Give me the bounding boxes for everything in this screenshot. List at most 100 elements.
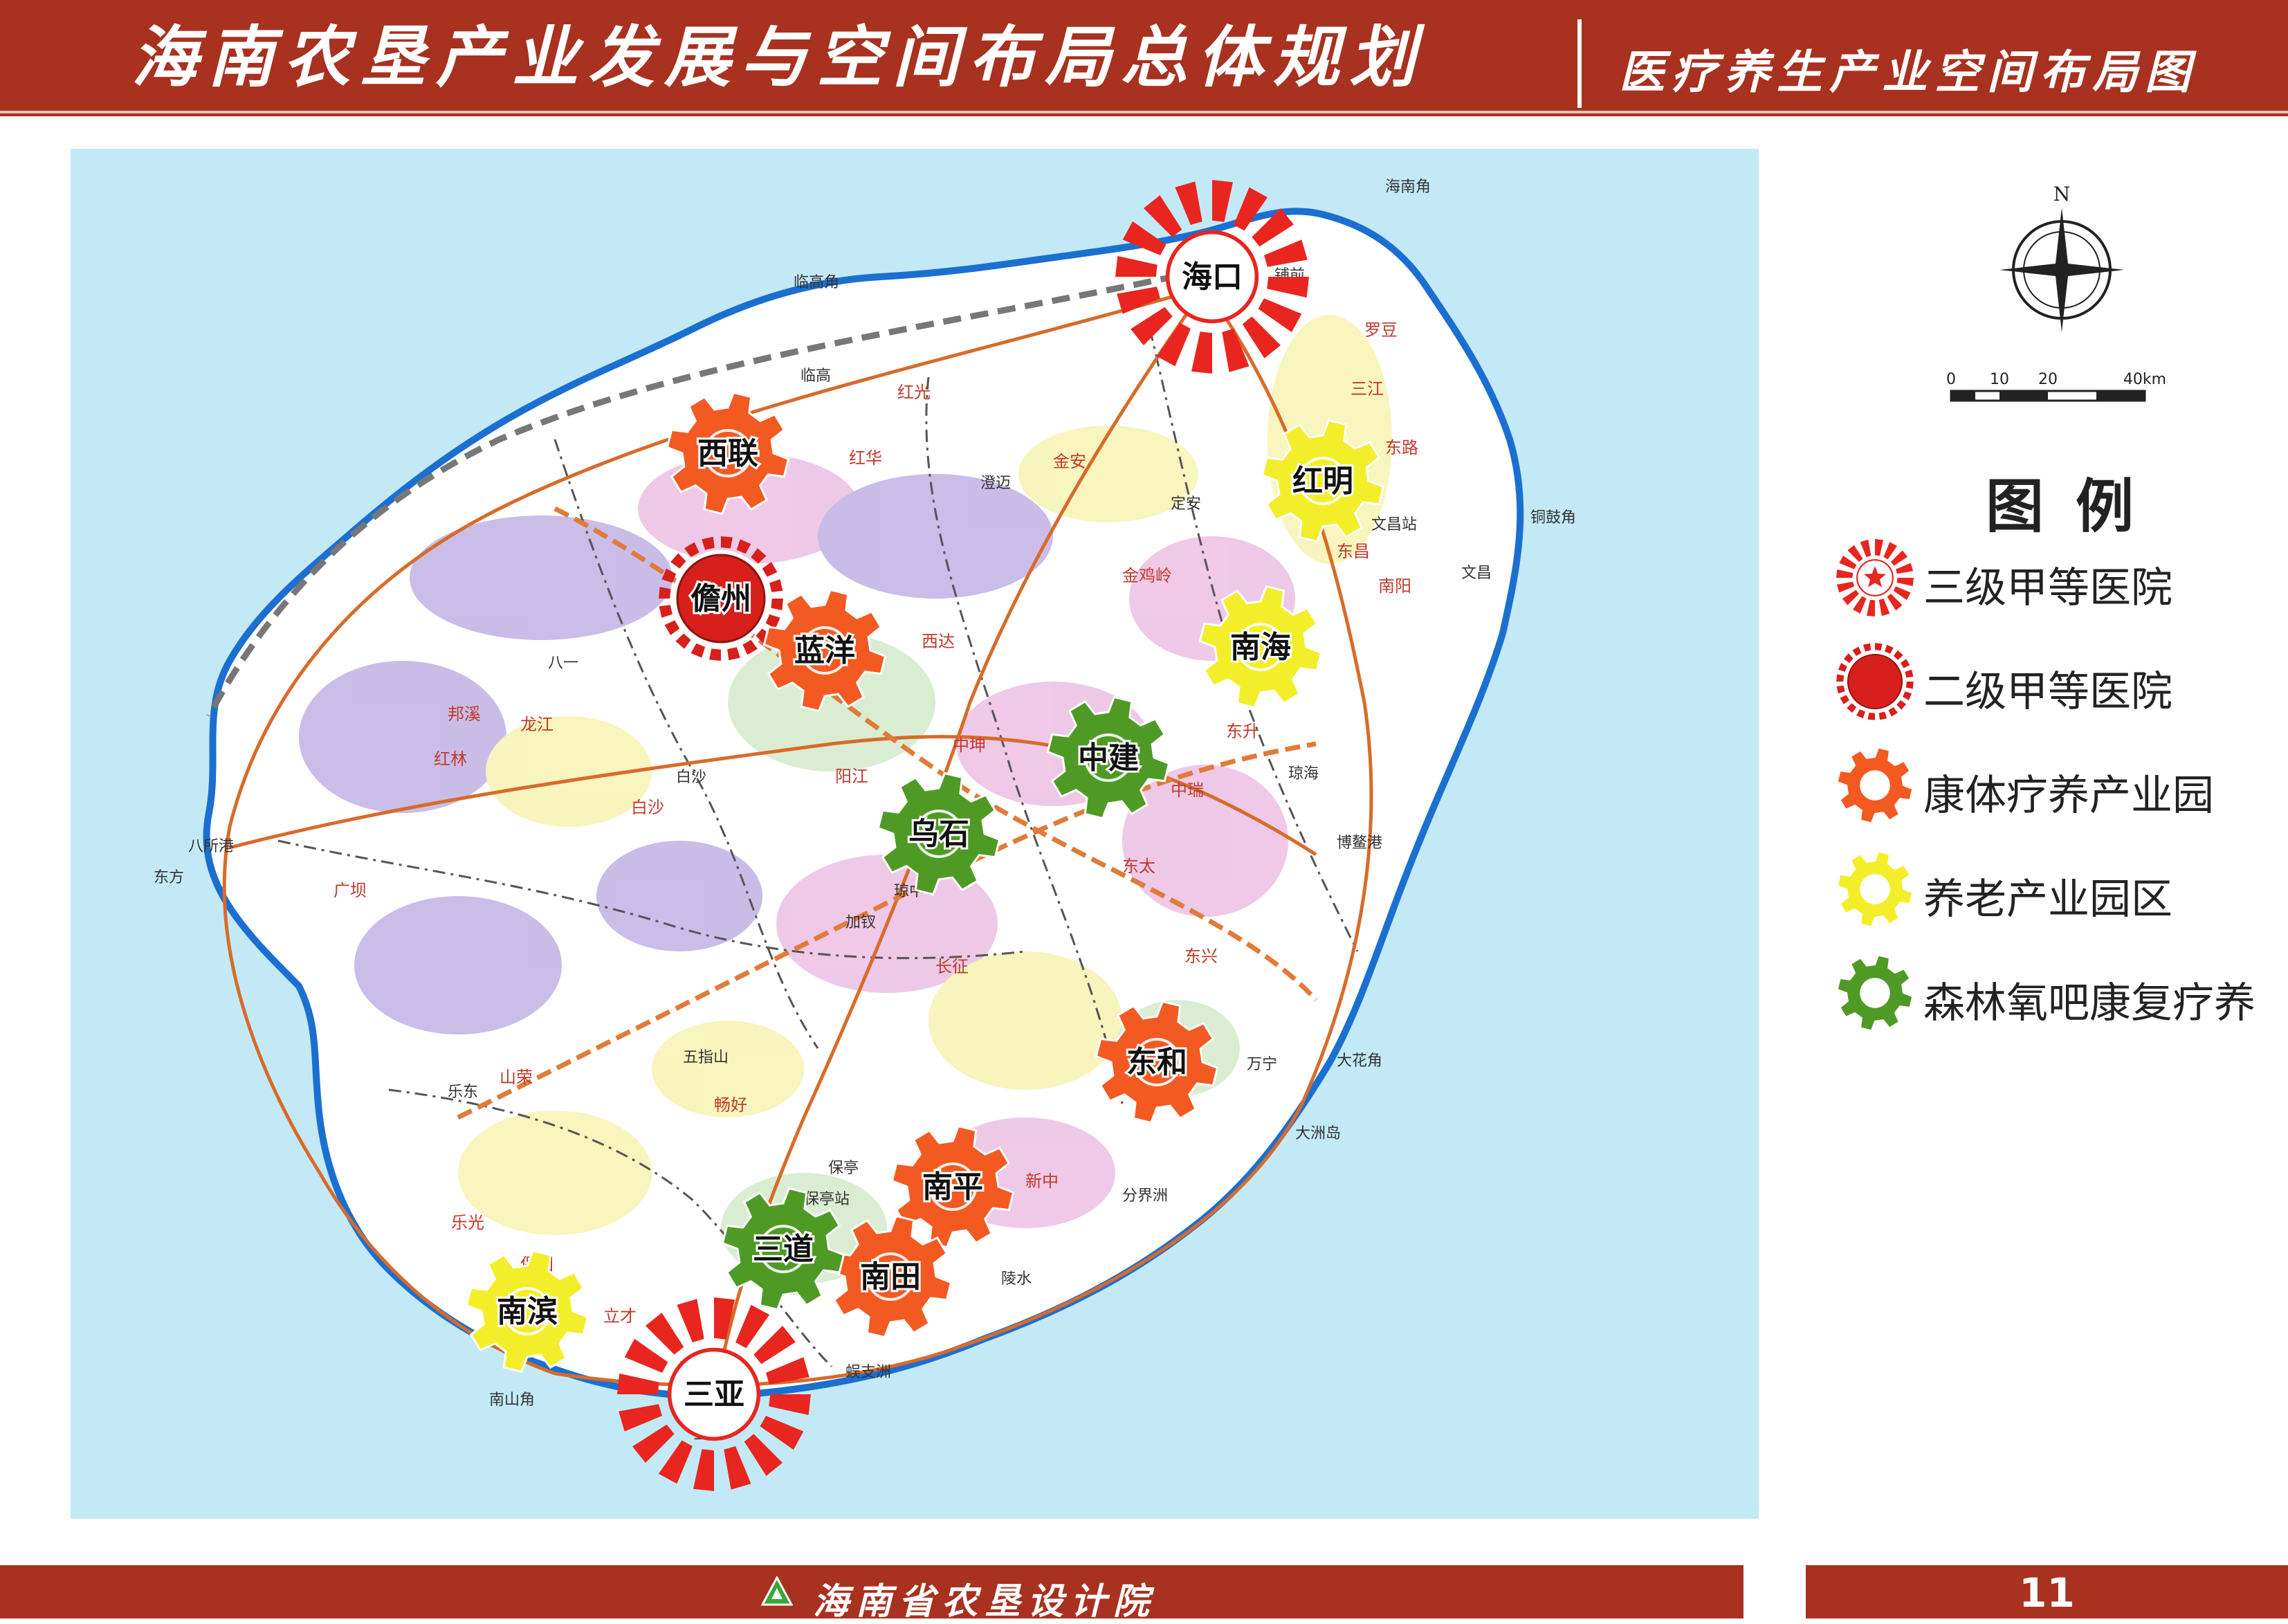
svg-text:金鸡岭: 金鸡岭 xyxy=(1122,566,1172,585)
header-divider xyxy=(1577,19,1582,108)
svg-text:保亭站: 保亭站 xyxy=(804,1191,850,1208)
gear-icon xyxy=(1198,585,1323,709)
svg-text:广坝: 广坝 xyxy=(333,881,367,900)
node-marker-sanya[interactable]: 三亚 xyxy=(617,1297,811,1491)
compass-rose-icon: N xyxy=(1999,183,2124,332)
node-marker-xilian[interactable]: 西联 xyxy=(666,391,790,516)
svg-text:东方: 东方 xyxy=(154,869,184,886)
page-title: 海南农垦产业发展与空间布局总体规划 xyxy=(131,18,1425,96)
north-label: N xyxy=(2053,183,2071,206)
gear-icon xyxy=(877,772,1001,896)
svg-text:40km: 40km xyxy=(2123,371,2166,388)
town-labels-red: 红光 红华 金安 罗豆 三江 东路 东昌 南阳 金鸡岭 西达 中坤 中瑞 东升 … xyxy=(333,320,1418,1378)
gear-icon xyxy=(1836,747,1914,824)
svg-text:金安: 金安 xyxy=(1053,452,1086,471)
svg-text:龙江: 龙江 xyxy=(520,715,553,734)
svg-text:蜈支洲: 蜈支洲 xyxy=(845,1364,891,1381)
institute-logo-icon xyxy=(761,1576,793,1606)
hospital-circle-icon xyxy=(659,536,783,661)
svg-text:临高角: 临高角 xyxy=(794,274,839,291)
node-label-wushi: 乌石 xyxy=(908,816,969,852)
svg-text:万宁: 万宁 xyxy=(1247,1056,1277,1073)
map-accessories: N 0 10 20 40km xyxy=(1946,183,2166,402)
svg-text:琼海: 琼海 xyxy=(1288,765,1319,783)
svg-text:东昌: 东昌 xyxy=(1337,542,1370,561)
node-label-sanya: 三亚 xyxy=(684,1377,744,1412)
svg-text:中坤: 中坤 xyxy=(953,736,986,755)
scale-bar: 0 10 20 40km xyxy=(1946,371,2166,402)
node-marker-nanping[interactable]: 南平 xyxy=(890,1124,1015,1249)
svg-text:五指山: 五指山 xyxy=(683,1049,729,1066)
node-label-donghe: 东和 xyxy=(1126,1045,1187,1080)
gear-icon xyxy=(666,391,790,516)
legend-item-elder: 养老产业园区 xyxy=(1833,848,2276,931)
svg-text:畅好: 畅好 xyxy=(714,1095,747,1115)
node-marker-nantian[interactable]: 南田 xyxy=(828,1214,953,1339)
svg-text:陵水: 陵水 xyxy=(1001,1270,1032,1288)
gear-icon xyxy=(1046,695,1171,820)
node-marker-lanyang[interactable]: 蓝洋 xyxy=(762,588,887,713)
node-label-haikou: 海口 xyxy=(1182,259,1243,295)
node-marker-nanbin[interactable]: 南滨 xyxy=(465,1249,589,1374)
gear-icon xyxy=(1095,1000,1219,1124)
node-label-nanping: 南平 xyxy=(922,1169,983,1205)
svg-text:东升: 东升 xyxy=(1226,722,1259,741)
svg-text:罗豆: 罗豆 xyxy=(1364,320,1398,340)
svg-text:0: 0 xyxy=(1946,371,1956,388)
svg-text:铜鼓角: 铜鼓角 xyxy=(1530,509,1576,527)
footer-band: 海南省农垦设计院 xyxy=(0,1565,1744,1623)
legend-item-rehab: 康体疗养产业园 xyxy=(1833,744,2276,827)
node-label-hongming: 红明 xyxy=(1292,464,1353,499)
node-label-nantian: 南田 xyxy=(860,1259,921,1295)
node-marker-donghe[interactable]: 东和 xyxy=(1095,1000,1219,1124)
legend-panel: N 0 10 20 40km 图例 三级甲等医院 二级甲等医院 康体疗养产业园 … xyxy=(1799,149,2276,1290)
legend-item-class2: 二级甲等医院 xyxy=(1833,640,2276,723)
node-label-lanyang: 蓝洋 xyxy=(794,633,855,668)
node-marker-danzhou[interactable]: 儋州 xyxy=(659,536,783,661)
svg-text:澄迈: 澄迈 xyxy=(980,475,1011,492)
node-marker-haikou[interactable]: 海口 xyxy=(1115,180,1309,374)
node-marker-wushi[interactable]: 乌石 xyxy=(877,772,1001,896)
svg-text:博鳌港: 博鳌港 xyxy=(1337,834,1382,852)
node-marker-zhongjian[interactable]: 中建 xyxy=(1046,695,1171,820)
svg-text:大洲岛: 大洲岛 xyxy=(1295,1125,1341,1142)
svg-text:临高: 临高 xyxy=(800,367,831,385)
gear-icon xyxy=(465,1249,589,1374)
gear-icon xyxy=(721,1187,845,1311)
legend-item-forest: 森林氧吧康复疗养 xyxy=(1833,951,2276,1034)
header-rule xyxy=(0,111,2288,113)
svg-text:西达: 西达 xyxy=(922,632,955,651)
map-panel[interactable]: 红光 红华 金安 罗豆 三江 东路 东昌 南阳 金鸡岭 西达 中坤 中瑞 东升 … xyxy=(71,149,1759,1519)
svg-text:大花角: 大花角 xyxy=(1337,1052,1382,1070)
svg-text:阳江: 阳江 xyxy=(835,767,868,786)
railway xyxy=(206,266,1206,718)
node-marker-sandao[interactable]: 三道 xyxy=(721,1187,845,1311)
svg-text:邦溪: 邦溪 xyxy=(448,704,481,724)
svg-text:长征: 长征 xyxy=(935,957,969,976)
page-number: 11 xyxy=(2019,1569,2075,1616)
svg-text:东路: 东路 xyxy=(1385,438,1418,457)
node-label-xilian: 西联 xyxy=(697,436,758,471)
burst-icon xyxy=(617,1297,811,1491)
svg-text:三江: 三江 xyxy=(1351,379,1384,399)
svg-text:定安: 定安 xyxy=(1171,495,1201,513)
svg-text:立才: 立才 xyxy=(603,1306,637,1326)
node-marker-hongming[interactable]: 红明 xyxy=(1261,419,1385,543)
node-marker-nanhai[interactable]: 南海 xyxy=(1198,585,1323,709)
burst-icon xyxy=(1115,180,1309,374)
svg-text:文昌站: 文昌站 xyxy=(1371,516,1417,533)
gear-icon xyxy=(1836,954,1914,1032)
svg-text:红华: 红华 xyxy=(849,448,882,468)
svg-text:东兴: 东兴 xyxy=(1184,947,1218,966)
svg-text:加钗: 加钗 xyxy=(845,914,876,931)
node-label-zhongjian: 中建 xyxy=(1078,740,1139,776)
hospital-circle-icon xyxy=(1836,643,1914,720)
svg-text:红林: 红林 xyxy=(434,749,467,769)
page-subtitle: 医疗养生产业空间布局图 xyxy=(1619,45,2197,99)
institute-name: 海南省农垦设计院 xyxy=(813,1580,1157,1623)
svg-text:新中: 新中 xyxy=(1025,1171,1059,1191)
node-label-nanbin: 南滨 xyxy=(497,1294,558,1329)
svg-text:东太: 东太 xyxy=(1122,857,1155,876)
svg-text:乐东: 乐东 xyxy=(448,1084,478,1101)
svg-text:20: 20 xyxy=(2038,371,2058,388)
